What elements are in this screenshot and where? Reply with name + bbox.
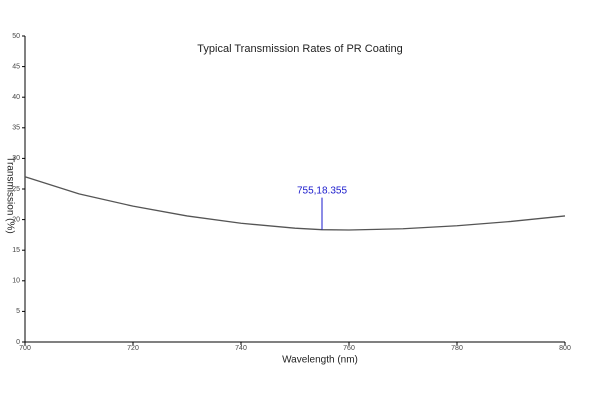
line-series — [24, 176, 566, 231]
x-tick-label: 720 — [127, 345, 139, 352]
x-tick-label: 760 — [343, 345, 355, 352]
y-tick-label: 5 — [16, 308, 20, 315]
y-tick-label: 0 — [16, 339, 20, 346]
y-tick-label: 20 — [12, 216, 20, 223]
chart-title: Typical Transmission Rates of PR Coating — [197, 43, 402, 55]
y-tick-label: 25 — [12, 186, 20, 193]
y-tick-label: 45 — [12, 63, 20, 70]
x-tick-label: 800 — [559, 345, 571, 352]
y-tick-label: 10 — [12, 278, 20, 285]
y-axis-label: Transmission (%) — [4, 156, 15, 233]
y-tick-label: 35 — [12, 125, 20, 132]
annotation-label: 755,18.355 — [297, 185, 347, 196]
x-tick-label: 740 — [235, 345, 247, 352]
x-axis-label: Wavelength (nm) — [282, 355, 358, 366]
y-tick-label: 15 — [12, 247, 20, 254]
x-tick-label: 700 — [19, 345, 31, 352]
y-tick-label: 40 — [12, 94, 20, 101]
y-tick-label: 50 — [12, 33, 20, 40]
y-tick-label: 30 — [12, 155, 20, 162]
x-tick-label: 780 — [451, 345, 463, 352]
